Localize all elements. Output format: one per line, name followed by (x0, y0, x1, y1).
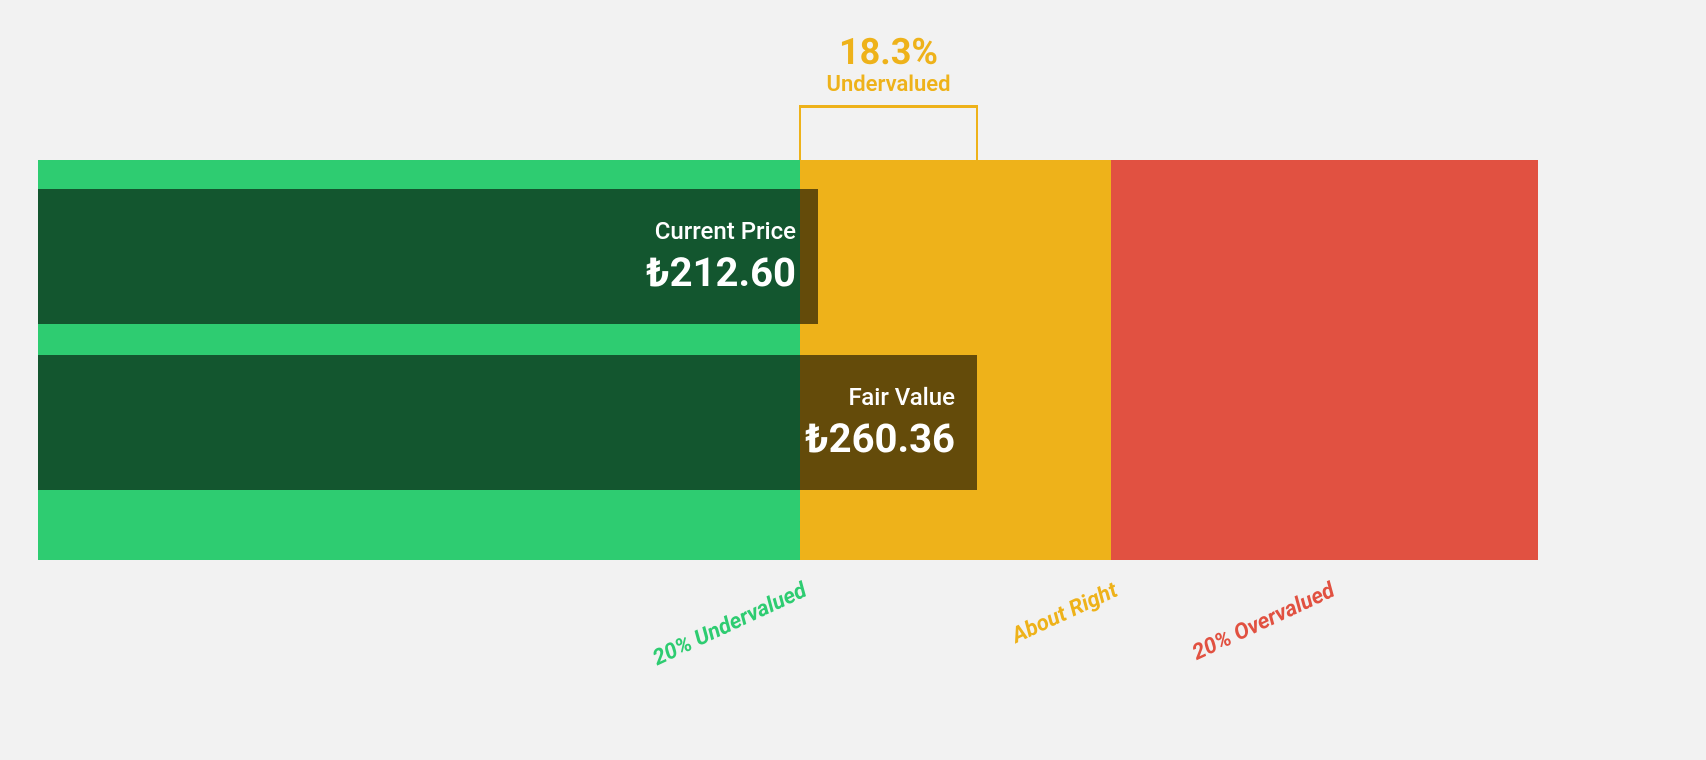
fair-value-bar: Fair Value ₺260.36 (38, 355, 977, 490)
callout-tick-right (976, 105, 978, 160)
axis-label-about-right: About Right (884, 578, 1121, 706)
callout-underline (800, 105, 977, 108)
axis-label-overvalued: 20% Overvalued (1101, 578, 1338, 706)
callout-label: Undervalued (749, 72, 1029, 97)
fair-value-label: Fair Value (848, 383, 955, 411)
fair-value-value: ₺260.36 (805, 415, 955, 462)
valuation-callout: 18.3% Undervalued (749, 34, 1029, 108)
callout-tick-left (799, 105, 801, 160)
zone-overvalued (1111, 160, 1539, 560)
current-price-label: Current Price (655, 217, 796, 245)
current-price-value: ₺212.60 (646, 249, 796, 296)
current-price-bar: Current Price ₺212.60 (38, 189, 818, 324)
callout-percentage: 18.3% (749, 34, 1029, 70)
valuation-chart: Current Price ₺212.60 Fair Value ₺260.36 (38, 160, 1538, 560)
axis-label-undervalued: 20% Undervalued (573, 578, 810, 706)
